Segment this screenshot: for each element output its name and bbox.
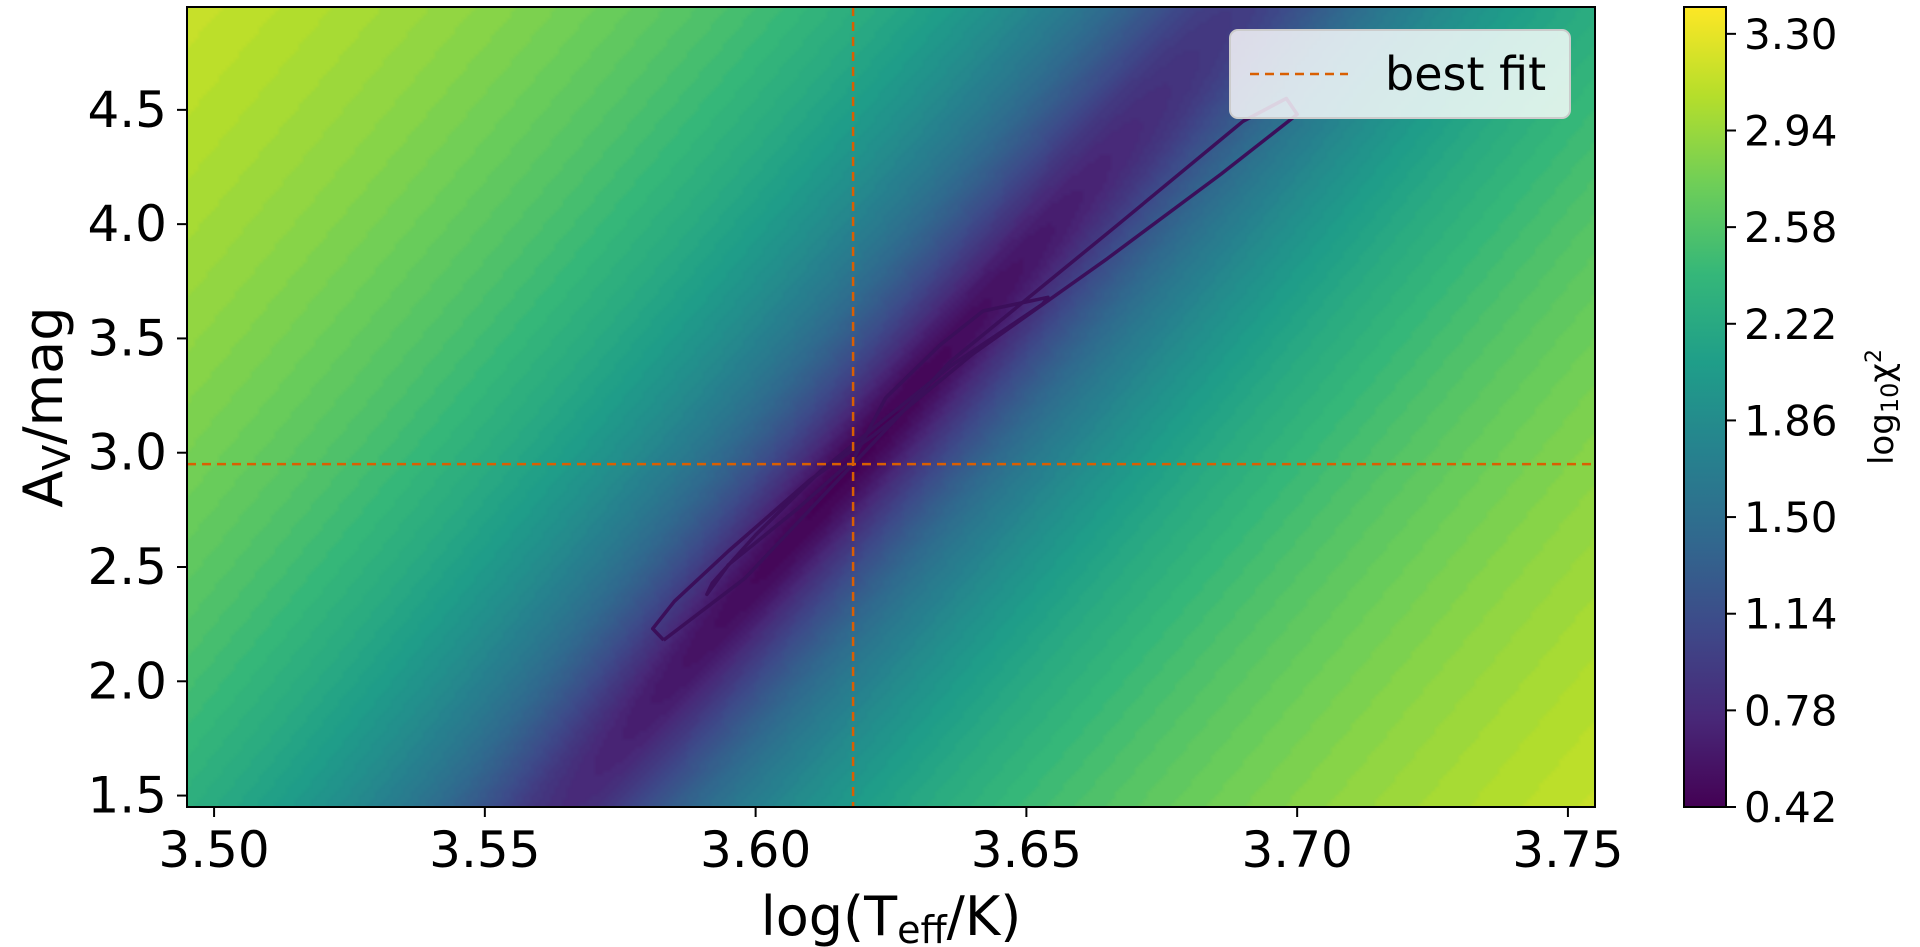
y-axis-title: AV/mag xyxy=(12,306,79,507)
colorbar-tick-label: 2.94 xyxy=(1744,106,1838,155)
legend-label-best-fit: best fit xyxy=(1385,47,1546,101)
colorbar-gradient xyxy=(1684,7,1726,807)
y-tick-label: 4.0 xyxy=(87,195,167,253)
colorbar-ticks: 0.42 0.78 1.14 1.50 1.86 2.22 2.58 2.94 3.30 xyxy=(1726,10,1838,832)
colorbar: 0.42 0.78 1.14 1.50 1.86 2.22 2.58 2.94 3.30 log… xyxy=(1683,6,1905,832)
colorbar-tick-label: 1.50 xyxy=(1744,493,1838,542)
y-tick-label: 4.5 xyxy=(87,81,167,139)
x-tick-label: 3.60 xyxy=(700,821,811,879)
colorbar-tick-label: 0.42 xyxy=(1744,783,1838,832)
legend: best fit xyxy=(1229,29,1571,119)
colorbar-title: log10χ2 xyxy=(1862,349,1905,465)
heatmap xyxy=(187,7,1595,807)
plot-frame xyxy=(186,6,1596,808)
y-axis: 1.5 2.0 2.5 3.0 3.5 4.0 4.5 xyxy=(87,81,187,825)
contour-1 xyxy=(705,295,1050,597)
x-tick-label: 3.75 xyxy=(1512,821,1623,879)
y-tick-label: 2.0 xyxy=(87,652,167,710)
confidence-contours xyxy=(650,96,1299,642)
y-tick-label: 2.5 xyxy=(87,538,167,596)
colorbar-tick-label: 2.58 xyxy=(1744,203,1838,252)
x-axis: 3.50 3.55 3.60 3.65 3.70 3.75 xyxy=(158,807,1624,879)
y-tick-label: 3.5 xyxy=(87,309,167,367)
plot-area xyxy=(186,6,1596,808)
colorbar-tick-label: 1.14 xyxy=(1744,590,1838,639)
colorbar-tick-label: 2.22 xyxy=(1744,300,1838,349)
x-tick-label: 3.50 xyxy=(158,821,269,879)
x-axis-title: log(Teff/K) xyxy=(761,885,1022,947)
colorbar-frame xyxy=(1683,6,1727,808)
x-tick-label: 3.65 xyxy=(971,821,1082,879)
colorbar-tick-label: 0.78 xyxy=(1744,686,1838,735)
x-tick-label: 3.70 xyxy=(1241,821,1352,879)
colorbar-tick-label: 3.30 xyxy=(1744,10,1838,59)
y-tick-label: 1.5 xyxy=(87,767,167,825)
contour-2 xyxy=(650,96,1299,642)
legend-box xyxy=(1229,29,1571,119)
y-tick-label: 3.0 xyxy=(87,424,167,482)
x-tick-label: 3.55 xyxy=(429,821,540,879)
colorbar-tick-label: 1.86 xyxy=(1744,396,1838,445)
